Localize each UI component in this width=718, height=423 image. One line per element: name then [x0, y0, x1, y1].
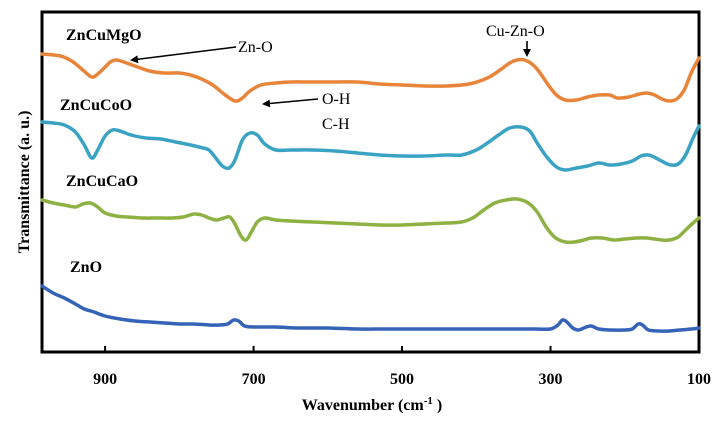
series-label-zncucao: ZnCuCaO	[66, 173, 138, 190]
annotation-cu-zn-o: Cu-Zn-O	[486, 23, 545, 40]
x-axis-label-exponent: -1	[424, 395, 433, 407]
series-label-zncumgo: ZnCuMgO	[66, 27, 142, 44]
x-tick-label-700: 700	[242, 371, 266, 388]
series-line-zncucoo	[40, 120, 701, 172]
x-tick-label-900: 900	[93, 371, 117, 388]
x-tick-label-100: 100	[687, 371, 711, 388]
annotation-c-h: C-H	[322, 116, 350, 133]
arrow-o-h	[262, 98, 319, 108]
plot-frame	[40, 10, 701, 354]
series-label-zncucoo: ZnCuCoO	[60, 97, 132, 114]
x-axis-label-text: Wavenumber (cm	[302, 397, 425, 414]
series-line-zno	[40, 284, 701, 333]
series-label-zno: ZnO	[70, 259, 102, 276]
annotation-o-h: O-H	[322, 91, 351, 108]
series-layer	[40, 52, 701, 333]
x-axis-label-suffix: )	[433, 397, 442, 414]
series-line-zncumgo	[40, 52, 701, 103]
arrow-zn-o	[130, 46, 237, 64]
annotation-zn-o: Zn-O	[238, 39, 273, 56]
x-axis-label: Wavenumber (cm-1 )	[302, 395, 442, 414]
y-axis-label: Transmittance (a. u.)	[16, 111, 33, 254]
x-tick-label-500: 500	[390, 371, 414, 388]
series-line-zncucao	[40, 197, 701, 245]
x-tick-label-300: 300	[539, 371, 563, 388]
x-axis-ticks: 900 700 500 300 100	[93, 346, 711, 388]
